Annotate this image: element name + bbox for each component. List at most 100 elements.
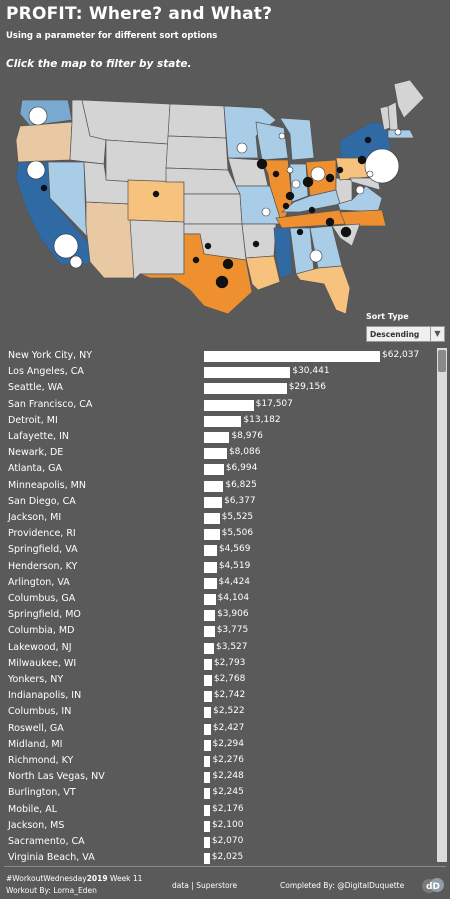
profit-bar[interactable] <box>204 804 211 816</box>
list-item[interactable]: Columbus, IN $2,522 <box>0 704 440 720</box>
city-circle[interactable] <box>325 173 335 183</box>
city-circle[interactable] <box>357 155 367 165</box>
list-item[interactable]: Burlington, VT $2,245 <box>0 785 440 801</box>
state-nh[interactable] <box>387 101 399 131</box>
state-fl[interactable] <box>295 265 351 315</box>
profit-bar[interactable] <box>204 707 212 719</box>
state-co[interactable] <box>127 179 185 223</box>
list-item[interactable]: Minneapolis, MN $6,825 <box>0 478 440 494</box>
profit-bar[interactable] <box>204 399 254 411</box>
profit-bar[interactable] <box>204 480 224 492</box>
state-mt[interactable] <box>81 99 171 145</box>
city-circle[interactable] <box>325 217 335 227</box>
list-item[interactable]: Columbus, GA $4,104 <box>0 591 440 607</box>
profit-bar[interactable] <box>204 529 220 541</box>
city-circle[interactable] <box>69 255 83 269</box>
city-circle[interactable] <box>285 191 295 201</box>
profit-bar[interactable] <box>204 545 217 557</box>
state-or[interactable] <box>15 121 73 163</box>
city-circle[interactable] <box>256 158 268 170</box>
state-me[interactable] <box>393 79 425 119</box>
list-item[interactable]: Springfield, VA $4,569 <box>0 542 440 558</box>
city-circle[interactable] <box>252 240 260 248</box>
profit-bar[interactable] <box>204 756 211 767</box>
city-circle[interactable] <box>340 226 352 238</box>
profit-bar[interactable] <box>204 853 210 864</box>
list-item[interactable]: Milwaukee, WI $2,793 <box>0 656 440 672</box>
city-circle[interactable] <box>296 228 304 236</box>
list-item[interactable]: Lakewood, NJ $3,527 <box>0 640 440 656</box>
profit-bar[interactable] <box>204 577 217 589</box>
city-circle[interactable] <box>308 206 316 214</box>
list-item[interactable]: Providence, RI $5,506 <box>0 526 440 542</box>
list-item[interactable]: Indianapolis, IN $2,742 <box>0 688 440 704</box>
city-circle[interactable] <box>261 207 271 217</box>
profit-bar[interactable] <box>204 351 380 362</box>
city-circle[interactable] <box>192 256 200 264</box>
city-circle[interactable] <box>53 233 79 259</box>
profit-bar[interactable] <box>204 837 210 848</box>
profit-bar[interactable] <box>204 675 212 686</box>
profit-bar[interactable] <box>204 723 211 735</box>
list-item[interactable]: Sacramento, CA $2,070 <box>0 834 440 850</box>
city-circle[interactable] <box>40 184 48 192</box>
city-circle[interactable] <box>282 202 290 210</box>
profit-bar[interactable] <box>204 788 211 800</box>
list-item[interactable]: San Diego, CA $6,377 <box>0 494 440 510</box>
city-circle[interactable] <box>278 132 286 140</box>
state-ma[interactable] <box>387 129 415 139</box>
us-state-map[interactable] <box>0 78 450 318</box>
city-circle[interactable] <box>236 142 248 154</box>
profit-bar[interactable] <box>204 820 210 832</box>
list-item[interactable]: Lafayette, IN $8,976 <box>0 429 440 445</box>
list-item[interactable]: Seattle, WA $29,156 <box>0 380 440 396</box>
city-circle[interactable] <box>215 275 229 289</box>
city-circle[interactable] <box>26 160 46 180</box>
city-circle[interactable] <box>28 106 48 126</box>
state-ks[interactable] <box>183 193 243 225</box>
list-item[interactable]: Detroit, MI $13,182 <box>0 413 440 429</box>
profit-bar-list[interactable]: New York City, NY $62,037 Los Angeles, CA $… <box>0 346 450 864</box>
list-item[interactable]: New York City, NY $62,037 <box>0 348 440 364</box>
city-circle[interactable] <box>364 148 400 184</box>
profit-bar[interactable] <box>204 415 242 427</box>
chevron-down-icon[interactable]: ▼ <box>430 327 444 341</box>
city-circle[interactable] <box>355 185 365 195</box>
profit-bar[interactable] <box>204 658 212 670</box>
profit-bar[interactable] <box>204 610 216 622</box>
profit-bar[interactable] <box>204 561 217 573</box>
city-circle[interactable] <box>394 128 402 136</box>
state-al[interactable] <box>289 227 315 275</box>
list-item[interactable]: North Las Vegas, NV $2,248 <box>0 769 440 785</box>
city-circle[interactable] <box>272 170 280 178</box>
state-ar[interactable] <box>241 223 277 259</box>
list-item[interactable]: Mobile, AL $2,176 <box>0 802 440 818</box>
state-mi[interactable] <box>279 117 315 161</box>
state-nm[interactable] <box>129 219 185 281</box>
profit-bar[interactable] <box>204 464 224 476</box>
list-item[interactable]: Jackson, MS $2,100 <box>0 818 440 834</box>
list-item[interactable]: Newark, DE $8,086 <box>0 445 440 461</box>
state-va[interactable] <box>337 185 383 213</box>
profit-bar[interactable] <box>204 739 211 751</box>
profit-bar[interactable] <box>204 642 214 654</box>
state-la[interactable] <box>245 255 281 291</box>
city-circle[interactable] <box>152 190 160 198</box>
list-item[interactable]: Arlington, VA $4,424 <box>0 575 440 591</box>
profit-bar[interactable] <box>204 691 212 703</box>
city-circle[interactable] <box>309 249 323 263</box>
profit-bar[interactable] <box>204 383 287 395</box>
list-item[interactable]: Midland, MI $2,294 <box>0 737 440 753</box>
list-item[interactable]: Springfield, MO $3,906 <box>0 607 440 623</box>
list-item[interactable]: Yonkers, NY $2,768 <box>0 672 440 688</box>
city-circle[interactable] <box>364 136 372 144</box>
city-circle[interactable] <box>204 242 212 250</box>
list-item[interactable]: San Francisco, CA $17,507 <box>0 397 440 413</box>
profit-bar[interactable] <box>204 432 230 443</box>
list-item[interactable]: Richmond, KY $2,276 <box>0 753 440 769</box>
state-nc[interactable] <box>339 209 387 227</box>
sort-type-dropdown[interactable]: Descending ▼ <box>366 326 445 342</box>
city-circle[interactable] <box>366 170 374 178</box>
state-nd[interactable] <box>167 103 227 139</box>
state-ms[interactable] <box>273 227 293 279</box>
